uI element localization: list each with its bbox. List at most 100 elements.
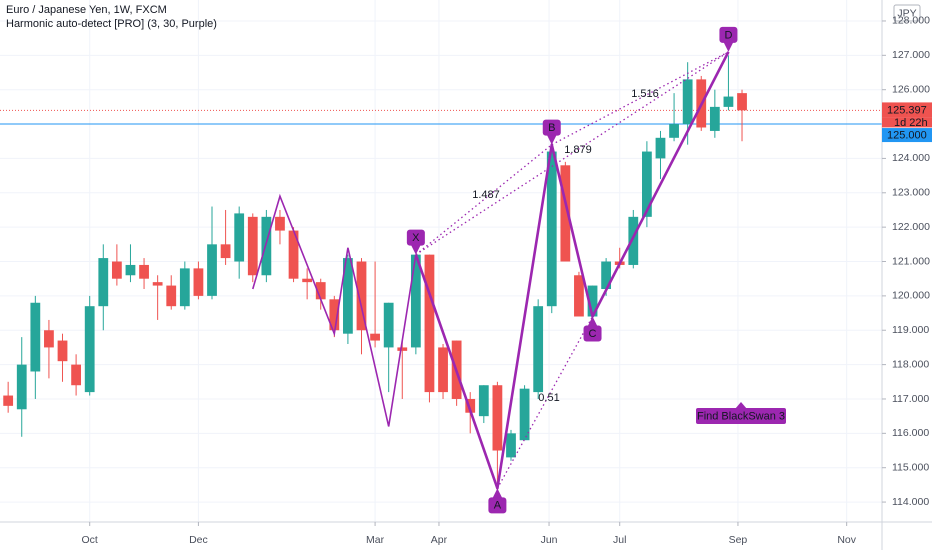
ratio-label: 1.487 <box>472 189 500 201</box>
y-tick-label: 115.000 <box>892 461 929 473</box>
candle-body <box>261 216 272 276</box>
grid <box>0 0 882 522</box>
ratio-line <box>551 51 729 146</box>
candle-body <box>574 275 584 317</box>
point-badge <box>406 229 425 246</box>
candle-body <box>424 254 435 393</box>
last-price-badge <box>882 102 932 118</box>
candle-body <box>356 261 367 331</box>
y-tick-label: 121.000 <box>892 255 930 267</box>
annotation-tip <box>735 402 747 409</box>
y-tick-label: 122.000 <box>892 221 930 233</box>
y-tick-label: 124.000 <box>892 152 930 164</box>
ratio-label: 0.51 <box>538 392 559 404</box>
x-tick-label: Oct <box>82 534 98 546</box>
candle-body <box>723 96 734 107</box>
x-tick-label: Nov <box>837 534 856 546</box>
candle-body <box>125 264 136 276</box>
ratio-label: 1.879 <box>564 144 592 156</box>
candle-body <box>397 347 408 351</box>
candle-body <box>343 258 353 334</box>
candle-body <box>166 285 177 307</box>
point-badge <box>583 325 602 342</box>
candle-body <box>628 216 639 265</box>
y-tick-label: 117.000 <box>892 393 929 405</box>
point-badge <box>719 26 738 43</box>
currency[interactable]: JPY <box>897 7 916 19</box>
y-tick-label: 126.000 <box>892 83 930 95</box>
y-tick-label: 114.000 <box>892 496 929 508</box>
candle-body <box>207 244 217 296</box>
level-label: 125.000 <box>887 129 927 141</box>
candle-body <box>3 395 14 406</box>
candle-body <box>410 254 421 348</box>
countdown-badge <box>882 117 932 128</box>
candle-body <box>601 261 612 290</box>
candle-body <box>71 364 81 386</box>
x-tick-label: Dec <box>189 534 208 546</box>
candle-body <box>533 306 544 393</box>
x-tick-label: Apr <box>431 534 448 546</box>
y-tick-label: 123.000 <box>892 187 930 199</box>
indicator-name: Harmonic auto-detect [PRO] (3, 30, Purpl… <box>6 18 217 30</box>
candle-body <box>57 340 68 362</box>
candle-body <box>275 216 285 231</box>
y-tick-label: 118.000 <box>892 358 929 370</box>
point-badge-tip <box>546 134 557 145</box>
candle-body <box>492 385 503 451</box>
candle-body <box>220 244 231 259</box>
last-price-label: 125.397 <box>887 104 927 116</box>
level-badge <box>882 128 932 143</box>
annotation-box <box>696 408 786 424</box>
candle-body <box>152 282 163 286</box>
ratio-line <box>496 316 594 489</box>
point-label: D <box>724 29 732 41</box>
candle-body <box>234 213 245 262</box>
zigzag-line <box>252 193 417 427</box>
candle-body <box>302 278 313 283</box>
point-badge <box>542 119 561 136</box>
point-badge-tip <box>492 488 503 499</box>
candle-body <box>84 306 95 393</box>
candle-body <box>519 388 530 441</box>
point-badge <box>488 497 507 514</box>
candle-body <box>98 258 109 307</box>
point-label: B <box>548 122 555 134</box>
point-label: X <box>412 232 420 244</box>
x-tick-label: Jun <box>541 534 558 546</box>
candle-body <box>465 398 476 413</box>
candle-body <box>30 302 41 372</box>
candle-body <box>44 330 54 348</box>
x-tick-label: Sep <box>729 534 748 546</box>
candle-body <box>329 299 340 331</box>
candle-body <box>111 261 122 279</box>
y-tick-label: 128.000 <box>892 15 930 27</box>
candle-body <box>383 302 394 348</box>
y-tick-label: 120.000 <box>892 290 930 302</box>
candle-body <box>587 285 598 317</box>
candle-body <box>709 106 720 131</box>
candle-body <box>641 151 652 217</box>
candle-body <box>438 347 448 393</box>
candle-body <box>315 282 326 300</box>
annotation: Find BlackSwan 3 <box>697 410 785 422</box>
candle-body <box>193 268 204 296</box>
candle-body <box>737 93 747 111</box>
currency-box[interactable] <box>893 4 921 22</box>
y-tick-label: 116.000 <box>892 427 929 439</box>
point-label: C <box>589 328 597 340</box>
ratio-label: 1.516 <box>631 88 659 100</box>
x-tick-label: Jul <box>613 534 626 546</box>
x-tick-label: Mar <box>366 534 385 546</box>
candle-body <box>16 364 27 410</box>
candle-body <box>288 230 299 279</box>
candle-body <box>546 151 557 307</box>
candle-body <box>560 165 571 262</box>
y-tick-label: 119.000 <box>892 324 929 336</box>
countdown: 1d 22h <box>894 117 928 129</box>
candle-body <box>247 216 258 276</box>
candle-body <box>669 124 679 138</box>
point-badge-tip <box>587 316 598 327</box>
